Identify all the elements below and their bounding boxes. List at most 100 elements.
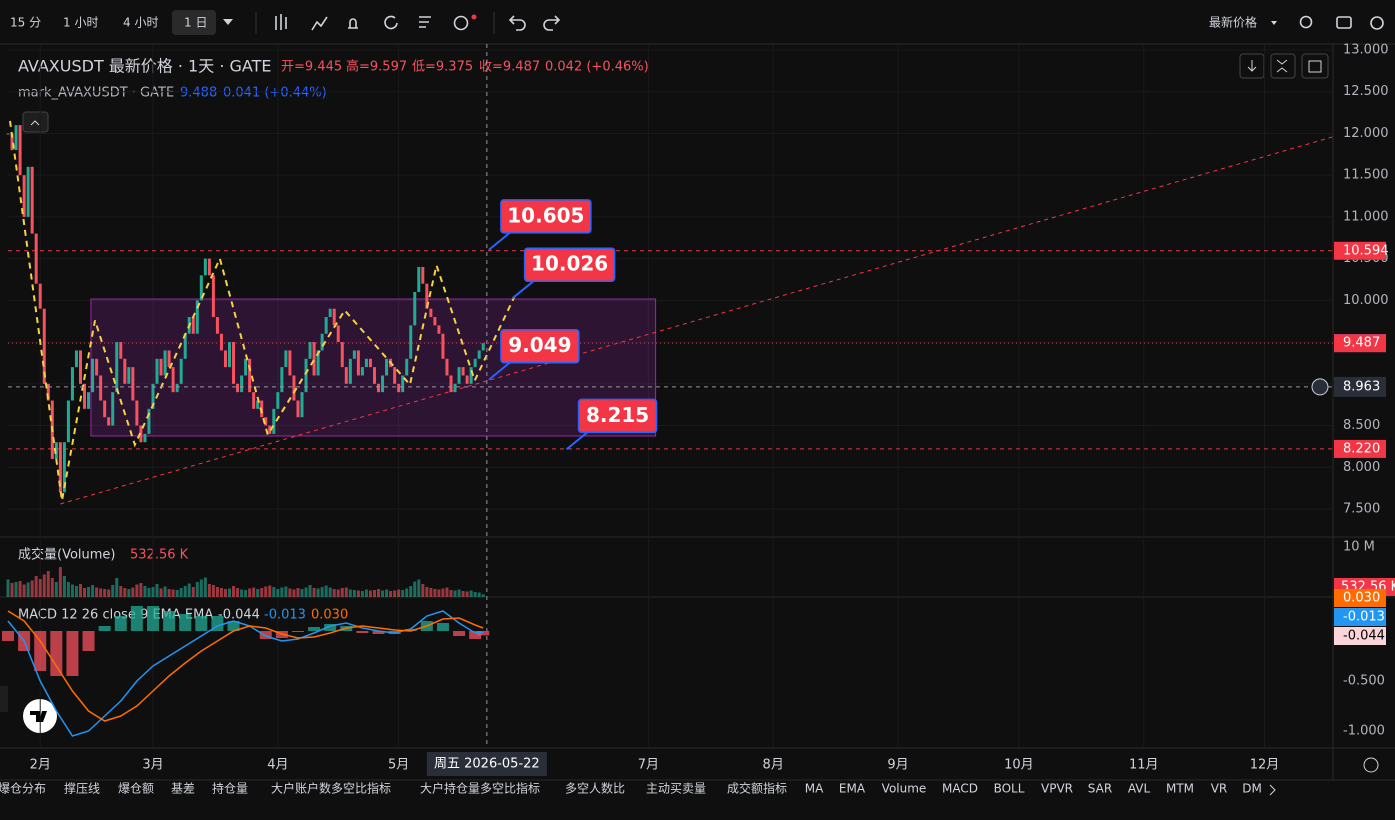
- candle: [151, 383, 155, 409]
- candle: [42, 308, 46, 384]
- indicators-icon[interactable]: [311, 16, 328, 31]
- indicator-tab[interactable]: MA: [805, 782, 824, 796]
- callout-box: [500, 328, 580, 364]
- candle: [107, 417, 111, 426]
- candle: [54, 442, 58, 459]
- macd-hist: [469, 631, 482, 639]
- volume-bar: [14, 582, 18, 597]
- x-tick-label: 11月: [1129, 758, 1159, 773]
- volume-bar: [368, 590, 372, 597]
- volume-bar: [119, 586, 123, 597]
- indicator-tab[interactable]: 大户持仓量多空比指标: [420, 781, 540, 796]
- toolbar-icons: [275, 14, 1384, 31]
- undo-icon[interactable]: [508, 15, 526, 31]
- macd-hist: [404, 629, 417, 631]
- candle: [127, 367, 131, 384]
- macd-hist: [163, 611, 176, 631]
- indicator-tab[interactable]: 多空人数比: [565, 781, 625, 796]
- macd-hist: [66, 631, 79, 676]
- volume-bar: [244, 590, 248, 597]
- indicator-tab[interactable]: SAR: [1088, 782, 1112, 796]
- candle: [111, 392, 115, 426]
- volume-bar: [276, 589, 280, 597]
- interval-button[interactable]: 1 小时: [63, 16, 98, 30]
- volume-bar: [6, 579, 10, 597]
- volume-bar: [280, 587, 284, 597]
- indicator-tab[interactable]: AVL: [1128, 782, 1151, 796]
- macd-tag-label: 0.030: [1343, 591, 1380, 606]
- button[interactable]: [1239, 53, 1265, 79]
- candle: [300, 392, 304, 418]
- candle: [95, 358, 99, 376]
- replay-icon[interactable]: [384, 15, 398, 30]
- candle: [211, 275, 215, 318]
- interval-button[interactable]: 4 小时: [123, 16, 158, 30]
- volume-bar: [328, 587, 332, 597]
- indicator-tab[interactable]: 主动买卖量: [646, 782, 706, 796]
- add-icon[interactable]: [453, 15, 469, 31]
- indicator-tab[interactable]: 大户账户数多空比指标: [271, 781, 391, 796]
- volume-bar: [111, 585, 115, 597]
- candle: [401, 375, 405, 393]
- macd-line: [7, 610, 484, 722]
- indicator-tab[interactable]: 基差: [171, 782, 195, 796]
- redo-icon[interactable]: [543, 15, 561, 31]
- volume-bar: [381, 590, 385, 597]
- volume-bar: [372, 590, 376, 597]
- volume-bar: [332, 589, 336, 597]
- candle: [18, 125, 22, 176]
- volume-bar: [91, 585, 95, 597]
- settings-icon[interactable]: [1363, 757, 1379, 773]
- candle: [344, 367, 348, 384]
- indicator-tab[interactable]: 成交额指标: [727, 781, 787, 796]
- volume-bar: [123, 588, 127, 597]
- button[interactable]: [1301, 53, 1329, 79]
- indicator-tab[interactable]: MTM: [1166, 782, 1194, 796]
- volume-bar: [223, 589, 227, 597]
- candle: [457, 367, 461, 384]
- candle: [244, 358, 248, 376]
- candle: [62, 442, 66, 493]
- indicator-tab[interactable]: 持仓量: [212, 781, 248, 796]
- price-tag-label: 10.594: [1343, 243, 1389, 258]
- side-toggle[interactable]: [0, 686, 8, 712]
- indicator-tab[interactable]: 撑压线: [64, 781, 100, 796]
- indicator-tab[interactable]: 爆仓分布: [0, 782, 46, 796]
- crosshair-tag: [1334, 376, 1386, 397]
- candle: [155, 358, 159, 384]
- interval-button[interactable]: 15 分: [10, 16, 41, 30]
- indicator-tab[interactable]: 爆仓额: [118, 782, 154, 796]
- button[interactable]: [1270, 53, 1296, 79]
- search-icon[interactable]: [1299, 15, 1313, 29]
- candle: [433, 317, 437, 326]
- volume-bar: [115, 578, 119, 597]
- indicator-tab[interactable]: DM: [1242, 782, 1262, 796]
- candles-icon[interactable]: [275, 14, 287, 30]
- indicator-tab[interactable]: MACD: [942, 782, 978, 796]
- indicator-tab[interactable]: BOLL: [994, 782, 1025, 796]
- alert-icon[interactable]: [348, 18, 358, 29]
- volume-bar: [191, 587, 195, 597]
- interval-button[interactable]: 1 日: [184, 16, 207, 30]
- camera-icon[interactable]: [1336, 16, 1352, 29]
- dropdown-icon[interactable]: [223, 19, 233, 25]
- dropdown-icon[interactable]: [1271, 21, 1277, 25]
- candle: [119, 342, 123, 359]
- more-icon[interactable]: [1269, 784, 1276, 796]
- indicator-tab[interactable]: VR: [1211, 782, 1228, 796]
- price-type-button[interactable]: 最新价格: [1209, 15, 1257, 30]
- volume-bar: [70, 584, 74, 597]
- y-tick-label: 10 M: [1343, 540, 1375, 555]
- indicator-tab[interactable]: VPVR: [1041, 782, 1073, 796]
- callout-label: 9.049: [508, 333, 571, 357]
- candle: [232, 342, 236, 384]
- macd-hist: [82, 631, 95, 651]
- layout-icon[interactable]: [419, 16, 431, 28]
- x-tick-label: 3月: [142, 758, 163, 773]
- indicator-tab[interactable]: EMA: [839, 782, 866, 796]
- macd-hist: [436, 623, 449, 631]
- settings-icon[interactable]: [1370, 16, 1384, 30]
- candle: [207, 258, 211, 276]
- volume-bar: [320, 587, 324, 597]
- indicator-tab[interactable]: Volume: [882, 782, 927, 796]
